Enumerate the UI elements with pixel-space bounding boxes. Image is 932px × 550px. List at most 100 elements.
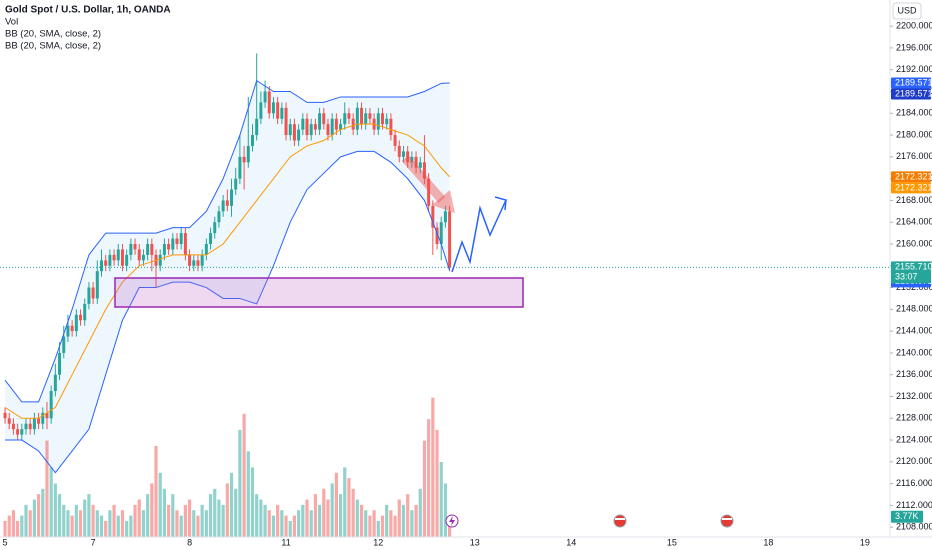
candle-body — [171, 238, 175, 250]
volume-bar — [229, 472, 234, 537]
candle-body — [133, 243, 137, 250]
candle-body — [20, 429, 24, 435]
volume-bar — [221, 504, 225, 537]
volume-bar — [7, 515, 11, 537]
candle-body — [397, 145, 401, 157]
x-tick-label: 8 — [187, 537, 192, 547]
volume-bar — [83, 499, 87, 537]
price-label: 2172.321 — [895, 171, 932, 181]
price-axis: 2108.000 2112.000 2116.000 2120.000 2124.000… — [890, 21, 932, 532]
candle-body — [242, 156, 246, 163]
y-tick-label: 2176.000 — [896, 151, 932, 161]
volume-bar — [246, 451, 250, 537]
down-arrow-head — [432, 190, 455, 213]
candle-body — [158, 254, 162, 266]
candle-body — [120, 249, 124, 266]
y-tick-label: 2144.000 — [896, 326, 932, 336]
volume-bar — [401, 504, 406, 537]
candle-body — [259, 102, 263, 119]
candle-body — [37, 418, 41, 424]
volume-bar — [141, 510, 146, 537]
volume-bar — [20, 515, 24, 537]
price-label: 2172.321 — [895, 182, 932, 192]
volume-bar — [91, 504, 95, 537]
volume-bar — [280, 510, 284, 537]
candle-body — [49, 391, 53, 419]
volume-bar — [158, 472, 162, 537]
y-tick-label: 2124.000 — [896, 434, 932, 444]
candle-body — [70, 325, 74, 332]
volume-bar — [171, 494, 175, 537]
x-tick-label: 15 — [667, 537, 677, 547]
volume-bar — [351, 488, 355, 537]
candle-body — [351, 118, 355, 130]
volume-bar — [28, 510, 32, 537]
candle-body — [385, 118, 389, 125]
volume-bar — [179, 515, 183, 537]
candle-body — [91, 287, 95, 299]
candle-body — [7, 418, 11, 424]
candle-body — [95, 271, 99, 299]
volume-bar — [66, 510, 70, 537]
volume-bar — [95, 510, 99, 537]
candle-body — [381, 113, 385, 125]
candle-body — [53, 374, 57, 392]
last-price-box — [891, 261, 931, 284]
y-tick-label: 2200.000 — [896, 21, 932, 31]
volume-bar — [74, 504, 78, 537]
x-tick-label: 12 — [373, 537, 383, 547]
candle-body — [11, 423, 15, 430]
candle-body — [66, 325, 70, 337]
volume-bar — [200, 504, 204, 537]
volume-bar — [187, 499, 192, 537]
volume-bar — [24, 504, 28, 537]
price-label-box — [891, 88, 931, 100]
volume-bar — [41, 488, 45, 537]
countdown: 33:07 — [895, 272, 918, 282]
volume-bar — [125, 520, 129, 537]
us-event-flag[interactable] — [720, 514, 734, 528]
volume-bar — [368, 515, 372, 537]
candle-body — [393, 135, 397, 146]
volume-bar — [49, 467, 53, 537]
candle-body — [196, 260, 200, 266]
candle-body — [246, 145, 250, 163]
price-label-box — [891, 77, 931, 89]
candle-body — [213, 222, 217, 234]
candle-body — [276, 102, 280, 119]
volume-bar — [288, 520, 292, 537]
volume-bar — [313, 494, 318, 537]
us-event-flag[interactable] — [613, 514, 627, 528]
candle-body — [116, 249, 120, 261]
volume-bar — [439, 462, 443, 537]
candle-body — [250, 135, 254, 146]
currency: USD — [897, 5, 917, 15]
volume-bar — [343, 467, 347, 537]
volume-bar — [242, 413, 246, 537]
volume-bar — [137, 499, 141, 537]
volume-bar — [393, 515, 397, 537]
candle-body — [28, 423, 32, 430]
candle-body — [414, 156, 418, 168]
volume-bar — [133, 504, 137, 537]
volume-bar — [355, 499, 359, 537]
volume-bar — [87, 494, 91, 537]
currency-button[interactable] — [892, 2, 922, 20]
y-tick-label: 2140.000 — [896, 347, 932, 357]
volume-bar — [204, 510, 208, 537]
volume-bar — [376, 520, 380, 537]
candle-body — [280, 107, 284, 119]
candle-body — [364, 113, 368, 125]
volume-bar — [57, 494, 62, 537]
volume-bar — [238, 429, 242, 537]
volume-bar — [385, 504, 389, 537]
legend-entry: BB (20, SMA, close, 2) — [5, 41, 101, 52]
volume-bar — [162, 488, 167, 537]
volume-bar — [259, 499, 263, 537]
volume-bar — [3, 520, 7, 537]
volume-bar — [154, 445, 158, 537]
candle-body — [292, 124, 296, 141]
x-tick-label: 7 — [91, 537, 96, 547]
volume-bar — [397, 499, 401, 537]
